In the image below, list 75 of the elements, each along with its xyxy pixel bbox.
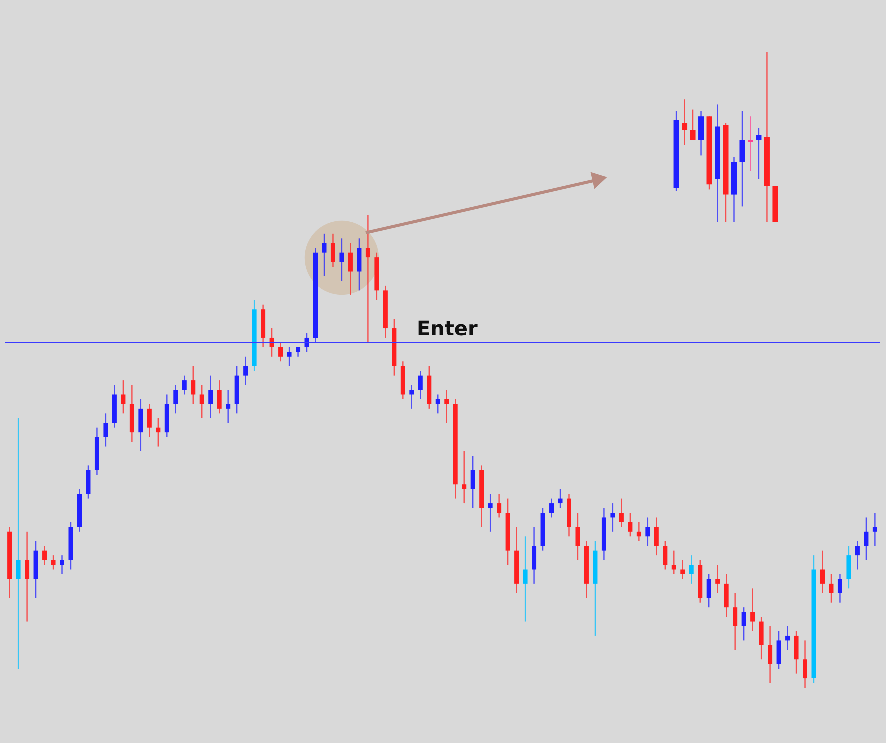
candlestick [340,238,344,282]
candlestick [829,574,834,604]
candlestick [200,384,204,419]
candlestick [872,512,878,547]
candlestick [60,554,65,576]
candlestick [558,488,563,509]
candlestick [750,588,756,632]
candlestick [682,99,688,146]
candlestick [147,404,152,438]
candlestick [436,394,440,414]
candlestick [838,574,842,604]
candlestick [550,498,554,518]
candlestick [462,450,467,504]
candlestick [855,540,860,570]
candlestick [208,375,214,419]
candlestick [756,128,762,180]
candlestick [690,109,696,141]
candlestick [680,560,686,580]
candlestick [330,233,336,268]
candlestick [444,389,450,424]
candlestick [672,550,676,576]
candlestick [636,522,642,542]
candlestick [523,536,528,622]
candlestick [348,242,353,296]
candlestick [786,626,790,651]
candlestick [156,418,161,448]
candlestick [322,233,327,278]
candlestick [733,592,738,651]
candlestick [846,546,852,590]
candlestick [663,540,668,570]
candlestick [138,398,144,452]
candlestick [724,574,729,618]
candlestick [864,517,869,561]
candlestick [470,456,476,509]
candlestick [759,616,764,660]
candlestick [278,342,284,362]
candlestick [646,517,650,547]
candlestick [217,380,222,414]
candlestick [576,512,580,561]
candlestick [488,493,493,533]
candlestick [628,512,633,538]
candlestick [287,346,292,367]
candlestick [698,110,704,156]
candlestick [42,546,48,566]
candlestick [226,389,231,424]
candlestick [366,214,370,344]
candlestick [716,564,720,594]
candlestick [740,110,746,208]
candlestick [25,531,30,622]
candlestick [497,493,502,518]
candlestick [706,574,712,608]
candlestick [182,375,187,396]
candlestick [689,554,694,585]
candlestick [104,413,108,448]
candlestick [803,640,808,689]
candlestick [51,554,56,570]
candlestick [654,517,659,556]
candlestick [357,238,362,292]
candlestick [532,526,537,585]
candlestick [619,498,624,528]
candlestick [121,380,126,414]
candlestick [794,630,799,674]
candlestick [410,384,414,410]
candlestick [418,370,423,400]
candlestick [610,502,616,533]
candlestick [820,550,825,594]
candlestick [742,606,746,642]
candlestick [191,366,196,405]
candlestick [244,356,248,386]
candlestick [16,418,21,670]
candlestick [776,630,782,670]
candlestick [768,626,773,684]
candlestick [86,465,91,500]
ref-line-label: Enter [416,316,478,341]
candlestick [174,384,178,414]
